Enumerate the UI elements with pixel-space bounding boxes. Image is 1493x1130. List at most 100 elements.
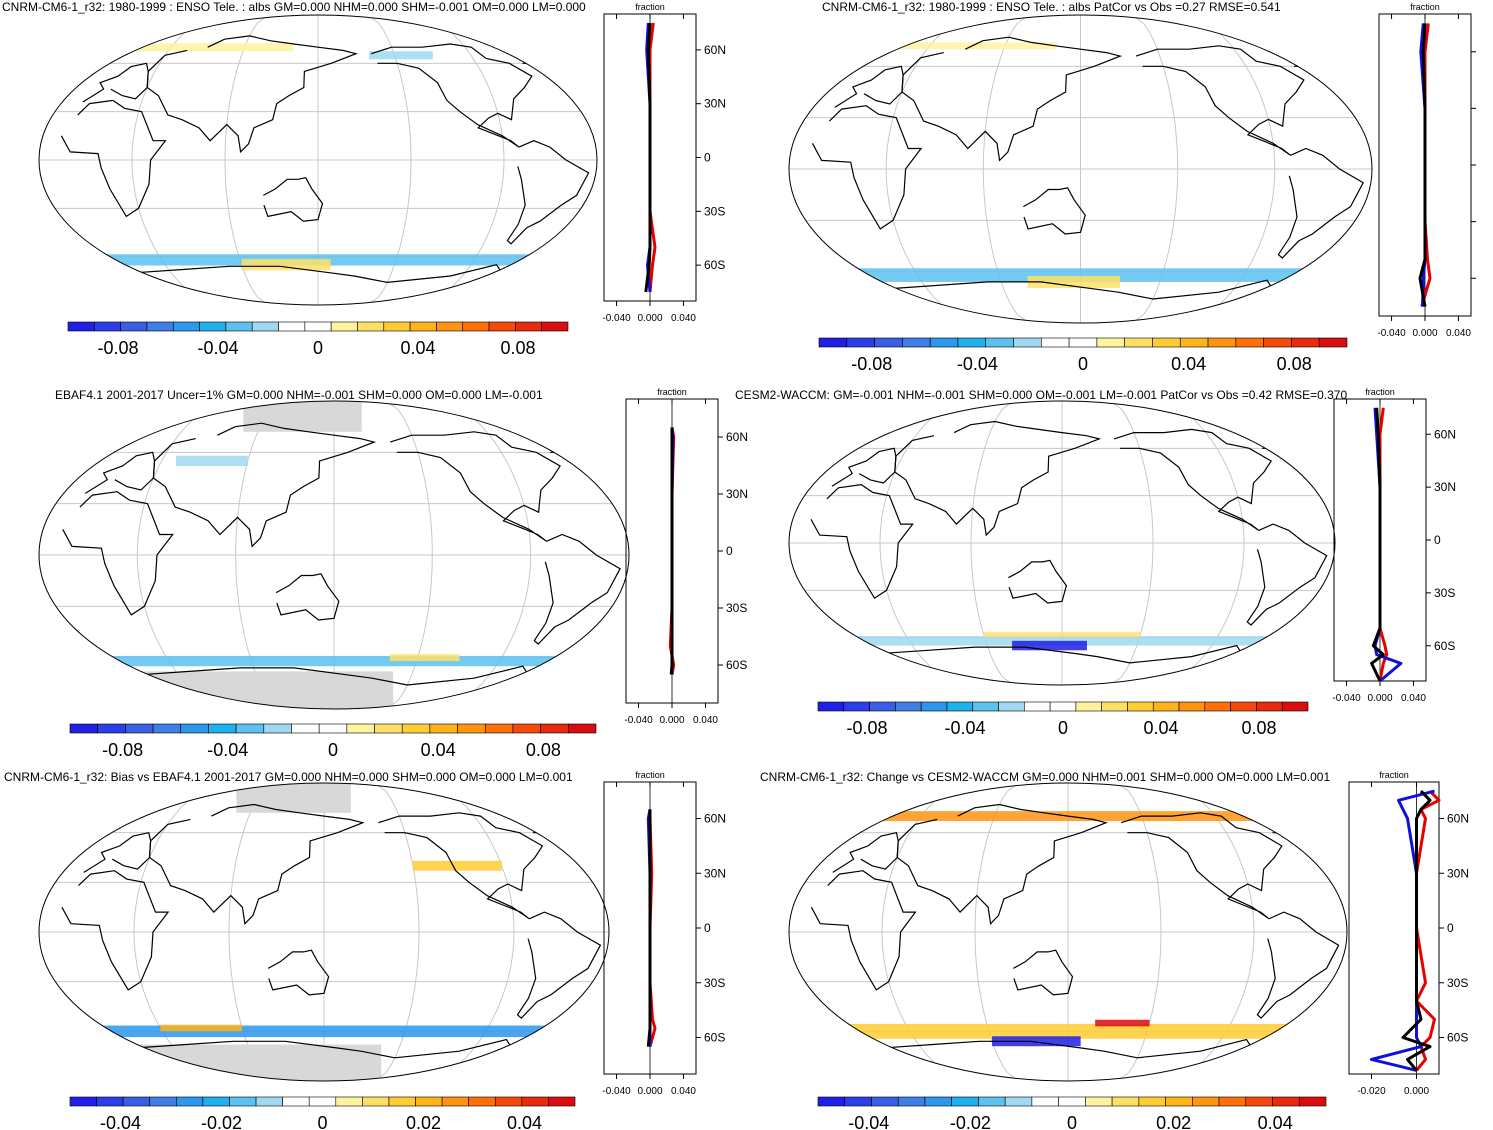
colorbar-swatch (1049, 701, 1077, 712)
colorbar-swatch (1101, 701, 1128, 712)
colorbar-swatch (1075, 701, 1102, 712)
panel-title: CNRM-CM6-1_r32: Change vs CESM2-WACCM GM… (760, 770, 1331, 784)
zonal-xtick-label: 0.000 (1404, 1086, 1429, 1097)
colorbar-swatch (1152, 701, 1180, 712)
colorbar-swatch (1235, 337, 1264, 348)
zonal-xtick-label: 0.040 (1401, 693, 1426, 704)
colorbar-swatch (920, 701, 948, 712)
colorbar-swatch (1096, 337, 1125, 348)
colorbar-swatch (202, 1096, 230, 1107)
world-map-1 (38, 14, 598, 306)
colorbar-swatch (125, 723, 154, 734)
coastline-europe (84, 451, 156, 494)
colorbar-swatch (436, 321, 464, 332)
colorbar-swatch (457, 723, 486, 734)
zonal-profile-5: fraction 60N 30N 0 30S 60S -0.040 0.000 0.040 (602, 770, 726, 1097)
colorbar-swatch (512, 723, 541, 734)
zonal-ytick-label: 0 (704, 151, 711, 165)
zonal-xlabel: fraction (657, 387, 687, 397)
colorbar-swatch (998, 701, 1025, 712)
zonal-xlabel: fraction (635, 2, 665, 12)
colorbar-swatch (1281, 701, 1309, 712)
colorbar-swatch (902, 337, 931, 348)
coastline-australia (1008, 559, 1068, 604)
colorbar-swatch (540, 723, 569, 734)
colorbar-swatch (330, 321, 358, 332)
colorbar-swatch (1165, 1096, 1193, 1107)
zonal-ytick-label: 30S (704, 204, 725, 218)
zonal-xtick-label: -0.040 (1332, 693, 1361, 704)
zonal-xlabel: fraction (635, 770, 665, 780)
colorbar-swatch (441, 1096, 469, 1107)
zonal-xtick-label: 0.040 (1446, 328, 1471, 339)
world-map-5 (38, 782, 610, 1082)
colorbar-swatch (388, 1096, 416, 1107)
colorbar-tick-label: 0.02 (1156, 1113, 1191, 1130)
zonal-ytick-label: 60N (1447, 812, 1469, 826)
world-map-4 (788, 400, 1336, 686)
colorbar-tick-label: -0.08 (102, 740, 143, 760)
colorbar-swatch (929, 337, 959, 348)
coastline-namerica (390, 431, 561, 542)
colorbar-swatch (1272, 1096, 1300, 1107)
colorbar-tick-label: -0.04 (207, 740, 248, 760)
zonal-ytick-label: 30N (726, 487, 748, 501)
colorbar-swatch (1256, 701, 1283, 712)
coastline-africa (62, 491, 174, 616)
zonal-ytick-label: 30S (704, 976, 725, 990)
colorbar-swatch (568, 723, 597, 734)
zonal-ytick-label: 60S (1447, 1031, 1468, 1045)
colorbar-swatch (304, 321, 332, 332)
colorbar-swatch (176, 1096, 204, 1107)
colorbar-tick-label: 0.02 (406, 1113, 441, 1130)
colorbar-swatch (1031, 1096, 1059, 1107)
coastline-australia (267, 949, 330, 996)
colorbar-swatch (122, 1096, 151, 1107)
coastline-africa (811, 105, 923, 230)
colorbar-swatch (291, 723, 320, 734)
coastline-africa (60, 99, 167, 218)
panel-title: CNRM-CM6-1_r32: Bias vs EBAF4.1 2001-201… (4, 770, 573, 784)
colorbar-swatch (1004, 1096, 1033, 1107)
colorbar-5: -0.04 -0.02 0 0.02 0.04 (69, 1096, 576, 1130)
coastline-asia (894, 420, 1102, 537)
zonal-xtick-label: 0.000 (659, 715, 684, 726)
colorbar-swatch (208, 723, 237, 734)
colorbar-tick-label: -0.02 (201, 1113, 242, 1130)
colorbar-swatch (871, 1096, 899, 1107)
colorbar-swatch (346, 723, 375, 734)
colorbar-swatch (429, 723, 458, 734)
colorbar-swatch (97, 723, 126, 734)
zonal-ytick-label: 0 (726, 544, 733, 558)
colorbar-swatch (957, 337, 987, 348)
colorbar-tick-label: 0.08 (1241, 718, 1276, 738)
colorbar-swatch (172, 321, 200, 332)
coastline-namerica (1113, 428, 1273, 531)
coastline-australia (263, 177, 324, 222)
zonal-xtick-label: 0.000 (637, 313, 662, 324)
colorbar-swatch (462, 321, 490, 332)
colorbar-swatch (335, 1096, 363, 1107)
colorbar-swatch (951, 1096, 979, 1107)
zonal-ytick-label: 30S (1434, 586, 1455, 600)
colorbar-swatch (415, 1096, 443, 1107)
colorbar-swatch (817, 701, 845, 712)
colorbar-tick-label: 0.04 (507, 1113, 542, 1130)
colorbar-swatch (1298, 1096, 1327, 1107)
coastline-australia (1013, 949, 1074, 996)
zonal-profile-1: fraction 60N 30N 0 30S 60S -0.040 0.000 0.040 (602, 2, 726, 324)
colorbar-swatch (263, 723, 292, 734)
colorbar-tick-label: -0.08 (97, 338, 138, 358)
zonal-series-blue (1370, 789, 1435, 1072)
colorbar-swatch (229, 1096, 257, 1107)
colorbar-4: -0.08 -0.04 0 0.04 0.08 (817, 701, 1309, 738)
colorbar-swatch (255, 1096, 283, 1107)
zonal-series-red (1415, 790, 1441, 1072)
colorbar-tick-label: 0.04 (400, 338, 435, 358)
coastline-asia (146, 35, 358, 154)
colorbar-tick-label: -0.04 (100, 1113, 141, 1130)
colorbar-tick-label: 0.04 (1258, 1113, 1293, 1130)
colorbar-tick-label: 0.08 (526, 740, 561, 760)
colorbar-swatch (401, 723, 431, 734)
colorbar-swatch (67, 321, 95, 332)
